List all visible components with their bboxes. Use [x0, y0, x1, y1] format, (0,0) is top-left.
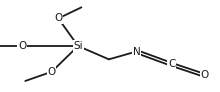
Text: Si: Si — [73, 41, 83, 51]
Text: O: O — [48, 67, 56, 77]
Text: N: N — [132, 47, 140, 56]
Text: O: O — [54, 13, 62, 23]
Text: O: O — [200, 70, 209, 80]
Text: O: O — [18, 41, 26, 51]
Text: C: C — [168, 59, 175, 69]
